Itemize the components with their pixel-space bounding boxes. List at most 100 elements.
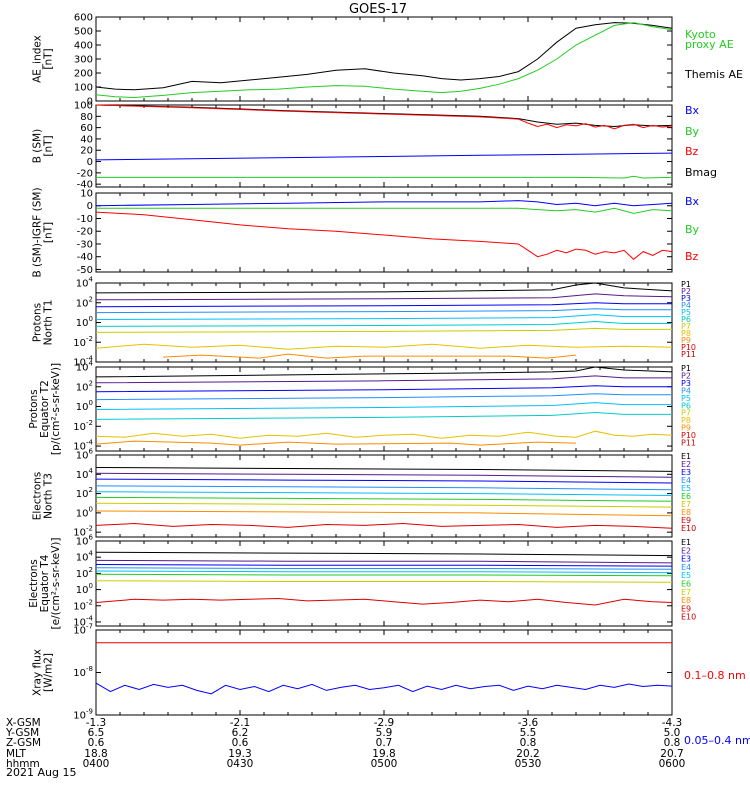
series-line-e8 (95, 510, 673, 517)
x-axis-value: 6.5 (88, 727, 105, 739)
x-axis-value: -3.6 (518, 717, 539, 729)
legend-label: P5 (681, 394, 691, 403)
legend-label: E3 (681, 468, 691, 477)
legend-label: Bz (685, 145, 699, 158)
legend-label: E7 (681, 588, 691, 597)
legend-label: E2 (681, 460, 691, 469)
y-axis-label: [p/(cm²-s-sr-keV)] (50, 363, 62, 455)
y-axis-label: B (SM) (32, 129, 44, 163)
legend-label: P2 (681, 371, 691, 380)
series-line-p9 (163, 353, 577, 359)
series-line-e4 (95, 567, 673, 570)
y-tick-label: 200 (74, 69, 93, 80)
y-tick-label: 10-2 (73, 419, 93, 433)
legend-label: P6 (681, 315, 691, 324)
y-axis-label: Xray flux (32, 649, 44, 696)
legend-label: E1 (681, 452, 691, 461)
y-tick-label: 104 (76, 276, 94, 290)
y-tick-label: 0 (87, 157, 93, 168)
x-axis-value: 0530 (515, 758, 542, 770)
plot-title: GOES-17 (349, 2, 407, 17)
legend-label: P3 (681, 294, 691, 303)
series-line-e1 (95, 467, 673, 472)
series-line-e1 (95, 551, 673, 557)
x-axis-value: 20.2 (516, 748, 539, 760)
x-axis-row-label: hhmm (6, 758, 40, 770)
legend-label: E5 (681, 571, 691, 580)
legend-label: P6 (681, 401, 691, 410)
series-line-e9 (95, 597, 673, 606)
x-axis-value: 6.2 (232, 727, 249, 739)
legend-label: Kyoto (685, 28, 716, 41)
series-line-p1 (95, 366, 673, 378)
legend-label: E2 (681, 546, 691, 555)
legend-label: Bmag (685, 166, 717, 179)
series-line-e5 (95, 491, 673, 496)
series-line-e2 (95, 472, 673, 478)
series-line-p3 (95, 302, 672, 308)
legend-label: P10 (681, 343, 696, 352)
x-axis-value: 5.5 (520, 727, 537, 739)
x-axis-value: 20.7 (660, 748, 683, 760)
y-axis-label: [W/m2] (43, 653, 55, 692)
y-tick-label: -40 (77, 252, 93, 263)
series-line-e4 (95, 485, 673, 491)
x-axis-value: -2.1 (230, 717, 251, 729)
y-tick-label: 10-8 (73, 665, 93, 679)
y-axis-label: Electrons (28, 559, 40, 608)
legend-label: E8 (681, 508, 691, 517)
y-axis-label: [nT] (43, 135, 55, 156)
x-axis-value: 0430 (227, 758, 254, 770)
y-tick-label: 300 (74, 55, 93, 66)
x-axis-value: 0.7 (376, 737, 393, 749)
y-tick-label: 400 (74, 41, 93, 52)
legend-label: P9 (681, 424, 691, 433)
x-axis-value: 0400 (83, 758, 110, 770)
series-line-e7 (95, 502, 673, 508)
legend-label: By (685, 223, 700, 236)
y-tick-label: 80 (80, 112, 93, 123)
legend-label: P11 (681, 439, 696, 448)
y-tick-label: -30 (77, 239, 93, 250)
series-line-bx (95, 200, 673, 207)
series-line-bz (95, 104, 673, 130)
legend-label: E10 (681, 613, 696, 622)
series-line-bx (95, 152, 673, 161)
y-tick-label: 102 (76, 486, 93, 500)
y-tick-label: 60 (80, 123, 93, 134)
series-line-e5 (95, 570, 673, 574)
legend-label: P11 (681, 350, 696, 359)
legend-label: E8 (681, 596, 691, 605)
y-tick-label: 106 (76, 534, 94, 548)
legend-label: E6 (681, 492, 691, 501)
series-line-e9 (95, 522, 673, 529)
y-tick-label: 104 (76, 550, 94, 564)
series-line-p5 (95, 402, 672, 410)
legend-label: P8 (681, 329, 691, 338)
date-label: 2021 Aug 15 (6, 766, 76, 779)
y-tick-label: 20 (80, 146, 93, 157)
x-axis-row-label: MLT (6, 748, 26, 760)
legend-label: P1 (681, 280, 691, 289)
y-tick-label: 100 (74, 101, 93, 112)
y-tick-label: -40 (77, 180, 93, 191)
y-tick-label: 102 (76, 295, 93, 309)
legend-label: E10 (681, 524, 696, 533)
x-axis-value: 0.8 (520, 737, 537, 749)
x-axis-row-label: Z-GSM (6, 737, 41, 749)
legend-label: 0.1–0.8 nm (684, 669, 746, 682)
y-axis-label: Equator T4 (39, 554, 51, 612)
x-axis-value: -4.3 (662, 717, 683, 729)
legend-label: E4 (681, 563, 691, 572)
x-axis-value: 18.8 (84, 748, 107, 760)
y-tick-label: -50 (77, 265, 93, 276)
series-line-p8 (95, 343, 673, 350)
legend-label: Bx (685, 195, 700, 208)
y-tick-label: 0 (87, 97, 93, 108)
legend-label: E7 (681, 500, 691, 509)
series-line-kyoto-proxy-ae (95, 22, 673, 99)
series-line-e6 (95, 573, 673, 577)
